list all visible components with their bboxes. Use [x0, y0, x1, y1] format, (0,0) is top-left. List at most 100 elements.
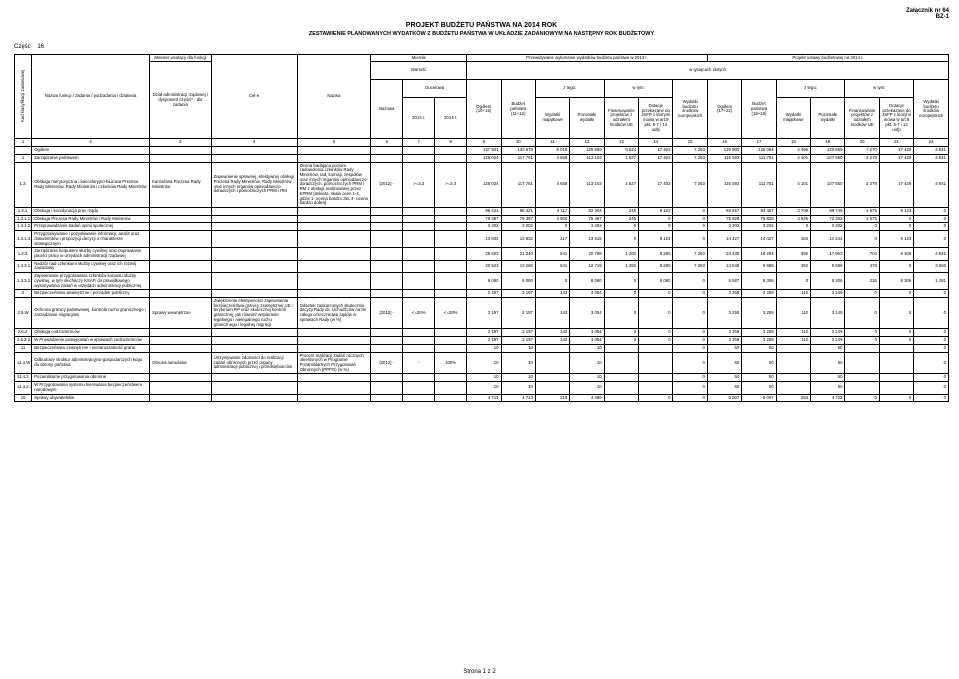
table-cell: [211, 215, 297, 223]
table-cell: 541: [535, 260, 569, 272]
table-cell: [150, 207, 211, 215]
table-cell: 0: [673, 231, 707, 248]
table-cell: 5 007: [742, 394, 776, 402]
table-cell: 478: [845, 260, 879, 272]
table-cell: 17 403: [639, 147, 673, 155]
table-cell: 9 123: [639, 231, 673, 248]
table-cell: [403, 223, 435, 231]
table-cell: [211, 154, 297, 162]
table-cell: 4 658: [535, 162, 569, 207]
table-cell: 3 197: [501, 298, 535, 329]
table-cell: 4 713: [501, 394, 535, 402]
table-cell: 110: [776, 290, 810, 298]
table-cell: 1.3.1.: [15, 207, 32, 215]
table-cell: 1 282: [604, 260, 638, 272]
table-cell: 86 421: [501, 207, 535, 215]
subtitle: ZESTAWIENIE PLANOWANYCH WYDATKÓW Z BUDŻE…: [14, 31, 949, 38]
table-cell: 0: [879, 337, 913, 345]
hdr-dot1: Dotacje przekazane do JSFP z którymi mow…: [639, 97, 673, 138]
table-cell: 6 524: [604, 147, 638, 155]
col-number: 3: [150, 139, 211, 147]
table-cell: 0: [639, 298, 673, 329]
table-cell: 17 403: [639, 154, 673, 162]
table-cell: 1.3.1.3.: [15, 231, 32, 248]
table-cell: 110: [776, 337, 810, 345]
table-row: 11.4.2.1.W Przygotowania systemu kierowa…: [15, 382, 949, 394]
table-cell: 79 387: [501, 215, 535, 223]
table-cell: 10: [570, 352, 604, 374]
table-cell: 8 306: [879, 248, 913, 260]
table-cell: [211, 290, 297, 298]
table-cell: 1 575: [845, 207, 879, 215]
table-cell: 2 279: [845, 162, 879, 207]
table-cell: 3 202: [742, 223, 776, 231]
table-cell: 125 064: [742, 147, 776, 155]
table-cell: [211, 248, 297, 260]
table-cell: 4 101: [776, 154, 810, 162]
table-cell: [297, 290, 371, 298]
hdr-wtys: w tysiącach złotych: [467, 62, 949, 80]
hdr-pw1: Pozostałe wydatki: [570, 97, 604, 138]
table-cell: 0: [604, 290, 638, 298]
table-cell: 8 306: [811, 273, 845, 290]
table-cell: [435, 337, 467, 345]
table-cell: 5 019: [535, 147, 569, 155]
table-cell: W Prowadzenie postępowań w sprawach cudz…: [32, 337, 150, 345]
hdr-bazowa: Bazowa: [371, 80, 403, 139]
table-cell: 4 841: [914, 162, 949, 207]
table-cell: 284: [776, 394, 810, 402]
table-cell: 3 259: [707, 298, 741, 329]
table-cell: [150, 394, 211, 402]
table-cell: 8 080: [467, 273, 501, 290]
table-cell: 20 799: [570, 248, 604, 260]
col-number: 1: [15, 139, 32, 147]
table-cell: [211, 147, 297, 155]
table-cell: [371, 329, 403, 337]
table-cell: 0: [673, 273, 707, 290]
table-cell: [535, 374, 569, 382]
table-cell: 21 340: [501, 248, 535, 260]
table-cell: 9 123: [639, 207, 673, 215]
table-cell: [435, 374, 467, 382]
table-cell: 0: [845, 290, 879, 298]
table-cell: Zapewnienie przygotowania członków korpu…: [32, 273, 150, 290]
table-cell: 75 828: [742, 215, 776, 223]
table-cell: [371, 374, 403, 382]
col-number: 22: [914, 139, 949, 147]
table-cell: 2.6.2.2.: [15, 337, 32, 345]
table-cell: 0: [673, 352, 707, 374]
table-cell: 50: [811, 344, 845, 352]
table-cell: [211, 329, 297, 337]
table-cell: [371, 215, 403, 223]
table-cell: 8 280: [639, 260, 673, 272]
table-cell: 3 197: [467, 290, 501, 298]
budget-table: Kod klasyfikacji zadaniowej Nazwa funkcj…: [14, 54, 949, 403]
table-cell: [297, 394, 371, 402]
table-cell: 13 260: [501, 260, 535, 272]
table-row: 11.4.2.Pozamilitarne przygotowania obron…: [15, 374, 949, 382]
table-cell: 143: [535, 298, 569, 329]
table-cell: [371, 344, 403, 352]
table-cell: >=3,3: [403, 162, 435, 207]
table-cell: 93 457: [707, 207, 741, 215]
table-cell: W Przygotowania systemu kierowania bezpi…: [32, 382, 150, 394]
col-number: 4: [211, 139, 297, 147]
hdr-dot2: Dotacje przekazane do JSFP z którymi mow…: [879, 97, 913, 138]
table-cell: Ogółem: [32, 147, 150, 155]
table-cell: [371, 260, 403, 272]
table-cell: [776, 352, 810, 374]
table-cell: Ocena badająca poziom zadowolenia członk…: [297, 162, 371, 207]
hdr-col3: Dział administracji rządowej / dysponent…: [150, 62, 211, 139]
table-cell: [371, 207, 403, 215]
table-cell: 0: [673, 394, 707, 402]
table-cell: 3 202: [811, 223, 845, 231]
table-cell: [845, 382, 879, 394]
col-number: 8: [435, 139, 467, 147]
table-cell: 10: [501, 352, 535, 374]
table-cell: 15: [15, 394, 32, 402]
table-cell: [435, 207, 467, 215]
table-cell: 5 007: [707, 394, 741, 402]
table-cell: [297, 273, 371, 290]
table-cell: 18 294: [742, 248, 776, 260]
col-number: 13: [604, 139, 638, 147]
